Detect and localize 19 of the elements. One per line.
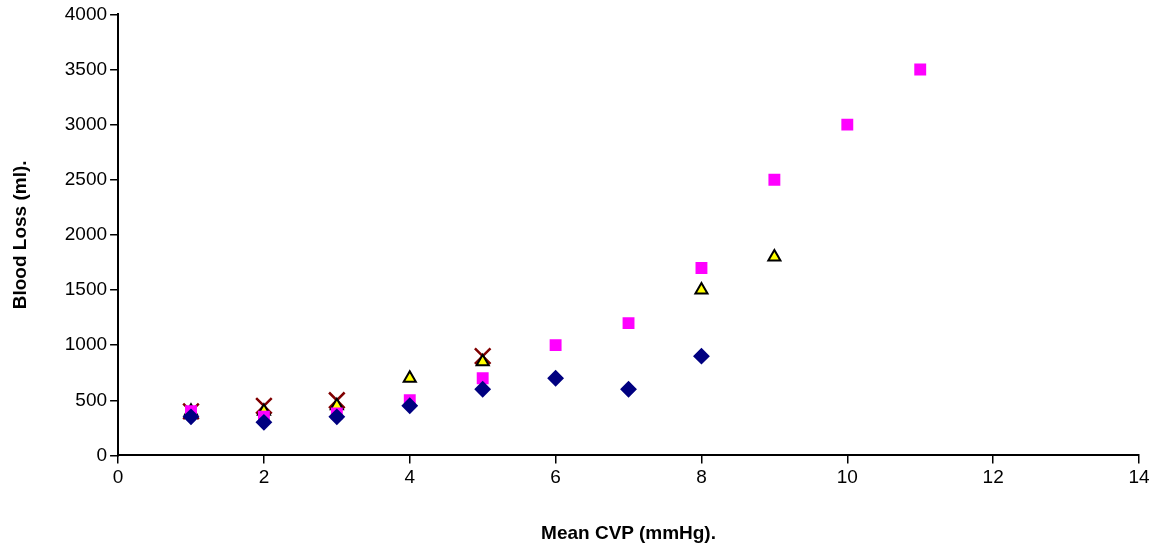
x-tick-label: 12	[982, 466, 1004, 488]
x-tick-label: 4	[404, 466, 416, 488]
x-tick-label: 14	[1128, 466, 1150, 488]
y-tick-label: 2500	[64, 168, 108, 190]
y-tick-label: 2000	[64, 223, 108, 245]
x-tick-label: 0	[112, 466, 124, 488]
x-tick-label: 2	[258, 466, 270, 488]
x-tick-label: 8	[696, 466, 707, 488]
x-axis-title: Mean CVP (mmHg).	[541, 521, 716, 543]
y-tick-label: 4000	[64, 2, 108, 24]
y-tick-label: 500	[75, 388, 108, 410]
y-tick-label: 1000	[64, 333, 108, 355]
y-tick-label: 0	[96, 443, 108, 465]
x-tick-label: 10	[836, 466, 858, 488]
y-tick-label: 3000	[64, 112, 108, 134]
y-axis-title: Blood Loss (ml).	[8, 160, 30, 310]
y-tick-label: 3500	[64, 57, 108, 79]
x-tick-label: 6	[550, 466, 561, 488]
y-tick-label: 1500	[64, 278, 108, 300]
